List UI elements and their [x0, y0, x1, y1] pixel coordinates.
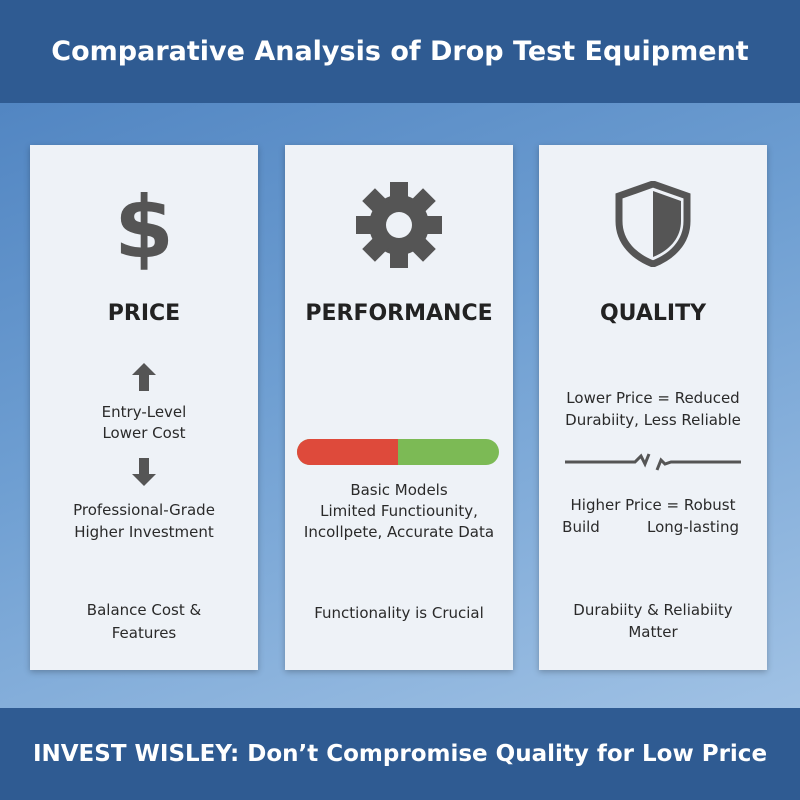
price-card: $ PRICE Entry-Level Lower Cost Professio… [30, 145, 258, 670]
card-text: Higher Investment [74, 523, 214, 541]
card-heading: PRICE [107, 301, 181, 326]
card-text: Entry-Level [101, 403, 187, 421]
footer: INVEST WISLEY: Don’t Compromise Quality … [0, 708, 800, 800]
card-text: Incollpete, Accurate Data [303, 523, 495, 541]
crack-line [565, 453, 741, 471]
gear-icon [356, 182, 442, 268]
card-text: Limited Functiounity, [320, 502, 478, 520]
card-text: Higher Price = Robust [570, 496, 736, 514]
card-heading: PERFORMANCE [305, 301, 493, 326]
card-text: Lower Cost [102, 424, 186, 442]
card-text: Build [562, 518, 600, 536]
card-note: Balance Cost & [86, 601, 202, 619]
card-note: Functionality is Crucial [314, 604, 484, 622]
card-text: Basic Models [350, 481, 448, 499]
up-arrow [132, 363, 156, 391]
card-heading: QUALITY [599, 301, 707, 326]
card-text: Long-lasting [647, 518, 739, 536]
shield-icon [615, 181, 691, 267]
card-text: Durabiity, Less Reliable [565, 411, 741, 429]
performance-bar [297, 439, 499, 465]
performance-card: PERFORMANCE Basic Models Limited Functio… [285, 145, 513, 670]
card-text: Lower Price = Reduced [566, 389, 740, 407]
card-note: Durabiity & Reliabiity [573, 601, 733, 619]
card-note: Features [111, 624, 177, 642]
quality-card: QUALITY Lower Price = Reduced Durabiity,… [539, 145, 767, 670]
header: Comparative Analysis of Drop Test Equipm… [0, 0, 800, 103]
svg-text:$: $ [114, 185, 174, 270]
card-note: Matter [628, 623, 678, 641]
card-text: Professional-Grade [73, 501, 215, 519]
dollar-icon: $ [114, 185, 174, 270]
down-arrow [132, 458, 156, 486]
